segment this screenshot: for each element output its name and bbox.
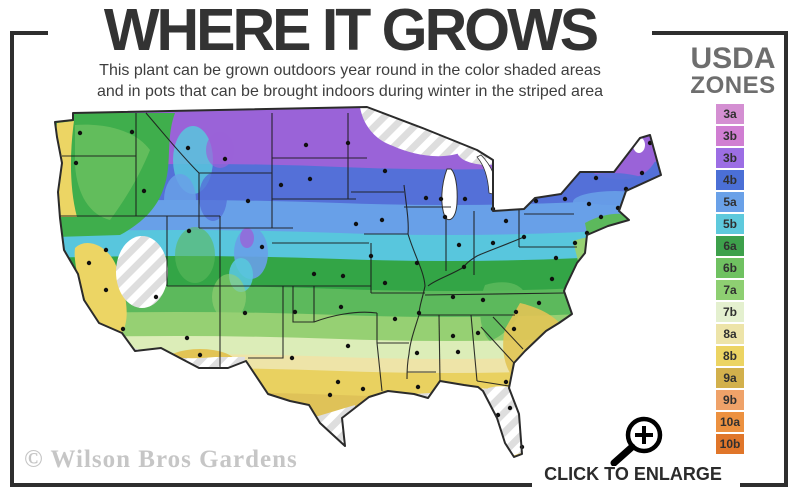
zone-swatch-9b: 9b (716, 390, 744, 410)
usda-zone-map[interactable] (15, 105, 665, 460)
zone-swatch-9a: 9a (716, 368, 744, 388)
zone-swatch-10b: 10b (716, 434, 744, 454)
page-title: WHERE IT GROWS (103, 0, 599, 63)
frame-bottom-right (740, 483, 788, 487)
zone-swatch-5a: 5a (716, 192, 744, 212)
legend-heading-zones: ZONES (690, 72, 776, 99)
zone-swatch-3a: 3a (716, 104, 744, 124)
state-borders (60, 112, 577, 392)
legend-heading-usda: USDA (690, 42, 776, 75)
zone-swatch-8a: 8a (716, 324, 744, 344)
subtitle-line-2: and in pots that can be brought indoors … (96, 83, 604, 100)
zone-swatch-10a: 10a (716, 412, 744, 432)
zone-swatch-7b: 7b (716, 302, 744, 322)
subtitle: This plant can be grown outdoors year ro… (40, 60, 660, 102)
zone-list: 3a 3b 3b 4b 5a 5b 6a 6b 7a 7b 8a 8b 9a 9b 10a 10b (716, 104, 744, 456)
subtitle-line-1: This plant can be grown outdoors year ro… (99, 62, 601, 79)
city-dots (73, 129, 653, 450)
zone-swatch-8b: 8b (716, 346, 744, 366)
frame-bottom-left (10, 483, 532, 487)
magnifier-plus-icon[interactable] (602, 408, 672, 466)
zone-swatch-4b: 4b (716, 170, 744, 190)
click-to-enlarge-label[interactable]: CLICK TO ENLARGE (544, 464, 722, 484)
frame-left (10, 31, 14, 487)
zone-swatch-5b: 5b (716, 214, 744, 234)
zone-swatch-3b: 3b (716, 148, 744, 168)
frame-right (784, 31, 788, 487)
zone-swatch-6b: 6b (716, 258, 744, 278)
legend-heading: USDA ZONES (672, 44, 794, 98)
watermark: © Wilson Bros Gardens (24, 446, 298, 473)
zone-swatch-7a: 7a (716, 280, 744, 300)
zone-swatch-3b: 3b (716, 126, 744, 146)
frame-top-left (10, 31, 48, 35)
frame-top-right (652, 31, 788, 35)
zone-swatch-6a: 6a (716, 236, 744, 256)
us-outline (54, 106, 662, 458)
